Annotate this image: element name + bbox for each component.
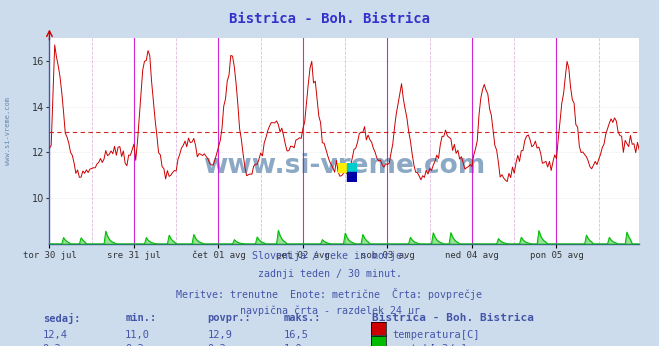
Text: 0,3: 0,3 [125,344,144,346]
Polygon shape [347,163,357,172]
Text: www.si-vreme.com: www.si-vreme.com [203,153,486,179]
Polygon shape [347,172,357,182]
Polygon shape [338,163,347,172]
Text: 16,5: 16,5 [283,330,308,340]
Text: 1,0: 1,0 [283,344,302,346]
Text: Bistrica - Boh. Bistrica: Bistrica - Boh. Bistrica [229,12,430,26]
Text: temperatura[C]: temperatura[C] [392,330,480,340]
Text: navpična črta - razdelek 24 ur: navpična črta - razdelek 24 ur [239,306,420,316]
Text: sedaj:: sedaj: [43,313,80,324]
Text: Bistrica - Boh. Bistrica: Bistrica - Boh. Bistrica [372,313,534,323]
Text: povpr.:: povpr.: [208,313,251,323]
Text: 12,9: 12,9 [208,330,233,340]
Text: 12,4: 12,4 [43,330,68,340]
Text: 0,3: 0,3 [208,344,226,346]
Text: Meritve: trenutne  Enote: metrične  Črta: povprečje: Meritve: trenutne Enote: metrične Črta: … [177,288,482,300]
Text: Slovenija / reke in morje.: Slovenija / reke in morje. [252,251,407,261]
Text: zadnji teden / 30 minut.: zadnji teden / 30 minut. [258,269,401,279]
Text: maks.:: maks.: [283,313,321,323]
Text: pretok[m3/s]: pretok[m3/s] [392,344,467,346]
Text: www.si-vreme.com: www.si-vreme.com [5,98,11,165]
Text: 0,3: 0,3 [43,344,61,346]
Text: 11,0: 11,0 [125,330,150,340]
Text: min.:: min.: [125,313,156,323]
